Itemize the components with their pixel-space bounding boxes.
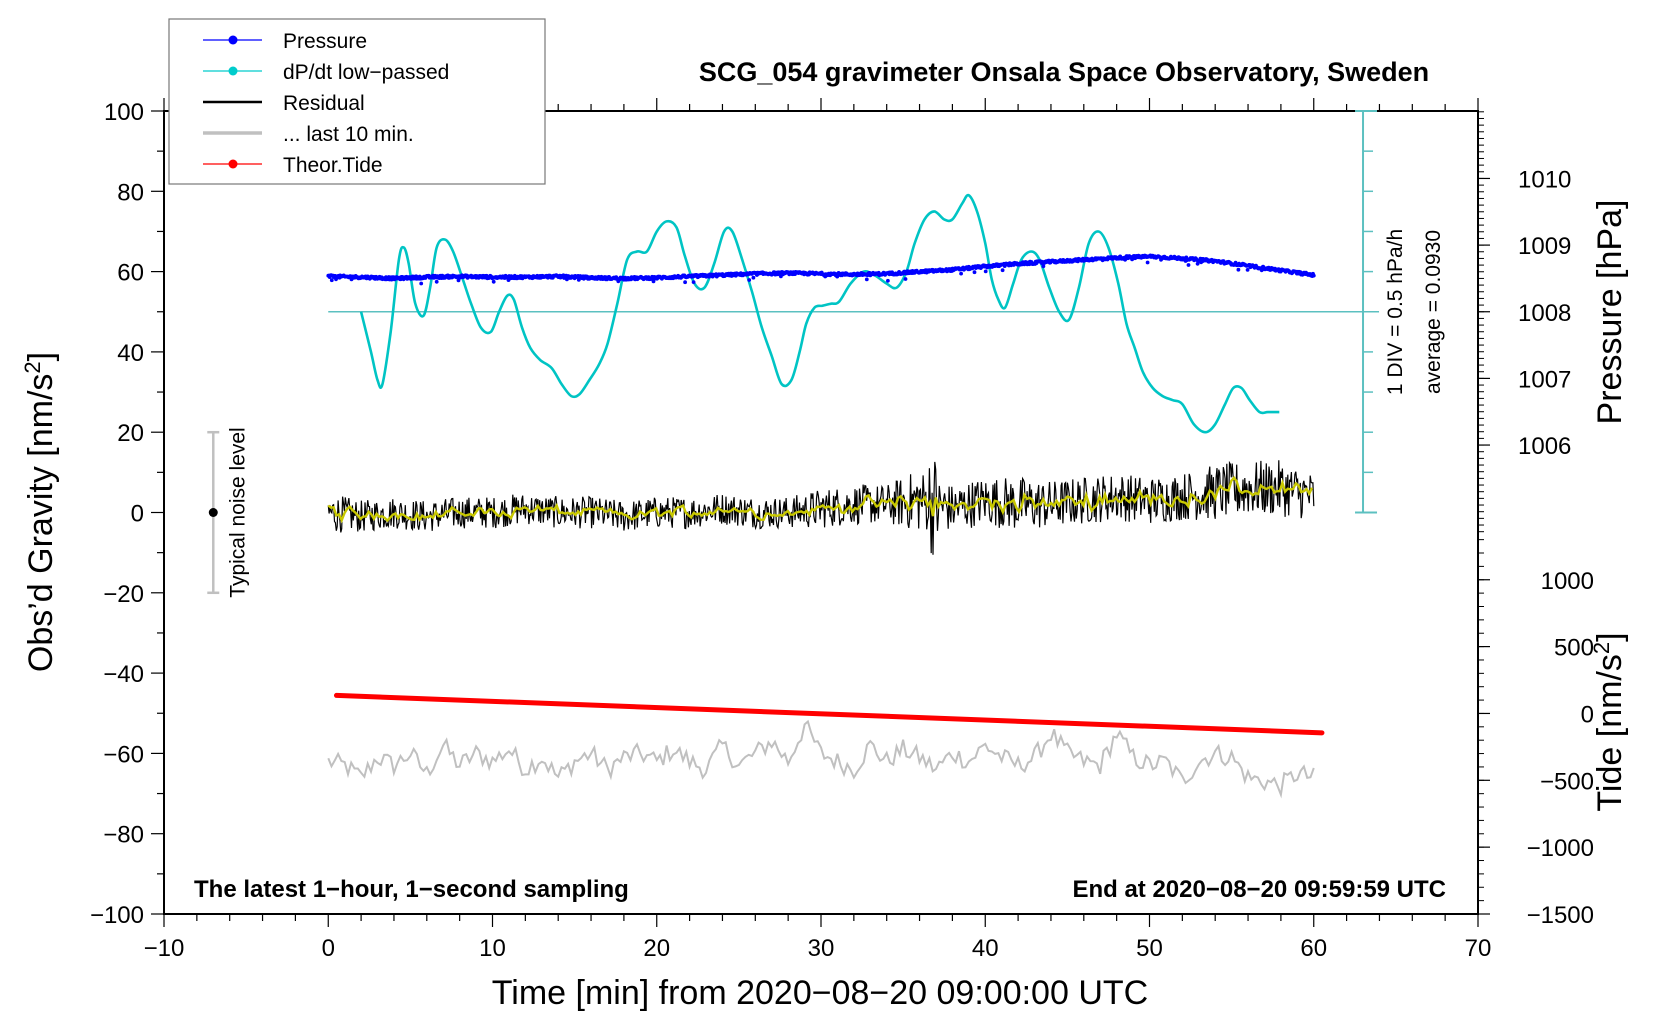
tide-axis-title-end: ]: [1591, 632, 1629, 641]
pressure-points: [326, 253, 1316, 286]
y-tick-label: −20: [103, 581, 144, 608]
y-tick-label: 100: [104, 99, 144, 126]
y-axis-title-sup: 2: [20, 361, 45, 373]
pressure-point: [1145, 260, 1150, 265]
y-axis-title-base: Obs’d Gravity [nm/s: [22, 374, 60, 673]
noise-bar-center-dot: [208, 508, 218, 517]
x-tick-label: 50: [1136, 935, 1163, 962]
pressure-tick-label: 1006: [1518, 433, 1571, 460]
y-tick-label: 20: [117, 420, 144, 447]
y-axis-ticks: 100 80 60 40 20 0 −20 −40 −60 −80 −100: [90, 99, 164, 929]
pressure-point: [419, 281, 424, 286]
pressure-point: [1000, 268, 1005, 273]
tide-tick-label: −1500: [1527, 902, 1594, 929]
legend-swatch-dot: [228, 66, 238, 76]
x-tick-label: 40: [972, 935, 999, 962]
y-tick-label: 0: [131, 501, 144, 528]
pressure-point: [683, 280, 687, 285]
tide-axis-title-sup: 2: [1589, 642, 1614, 654]
dpdt-scale: [328, 110, 1380, 514]
pressure-point: [329, 278, 334, 283]
x-tick-label: 10: [479, 935, 506, 962]
y-axis-title: Obs’d Gravity [nm/s2]: [20, 352, 61, 672]
pressure-point: [1195, 261, 1200, 266]
y-tick-label: −60: [103, 741, 144, 768]
sampling-note: The latest 1−hour, 1−second sampling: [194, 876, 629, 903]
tide-tick-label: 1000: [1541, 568, 1594, 595]
x-axis-ticks: −10 0 10 20 30 40 50 60 70: [144, 98, 1492, 962]
pressure-point: [747, 278, 752, 282]
y-tick-label: −100: [90, 902, 144, 929]
y-tick-label: 80: [117, 179, 144, 206]
legend: Pressure dP/dt low−passed Residual ... last…: [168, 18, 546, 185]
tide-tick-label: 0: [1581, 701, 1594, 728]
residual-smoothed-line: [327, 475, 1314, 524]
end-time-note: End at 2020−08−20 09:59:59 UTC: [1072, 876, 1446, 903]
pressure-point: [983, 269, 988, 274]
x-tick-label: 70: [1465, 935, 1492, 962]
pressure-axis-title: Pressure [hPa]: [1591, 200, 1629, 425]
legend-swatch-dot: [228, 35, 238, 45]
series-layer: [326, 193, 1325, 799]
x-tick-label: 60: [1300, 935, 1327, 962]
pressure-point: [864, 277, 869, 282]
pressure-point: [1186, 263, 1191, 267]
pressure-point: [1245, 268, 1250, 272]
tide-tick-label: 500: [1554, 635, 1594, 662]
tide-axis-title: Tide [nm/s2]: [1589, 632, 1630, 811]
pressure-point: [972, 270, 977, 275]
x-tick-label: 0: [322, 935, 335, 962]
last-10-min-line: [327, 719, 1315, 799]
legend-label: ... last 10 min.: [283, 123, 414, 146]
right-axis-ticks: 1010 1009 1008 1007 1006 1000 500 0 −500 −1000 −15…: [1478, 111, 1594, 929]
chart-title: SCG_054 gravimeter Onsala Space Observat…: [699, 57, 1429, 87]
pressure-point: [491, 279, 496, 284]
dpdt-line: [359, 193, 1280, 434]
tide-tick-label: −1000: [1527, 835, 1594, 862]
y-tick-label: −40: [103, 661, 144, 688]
legend-swatch-dot: [228, 159, 238, 169]
y-tick-label: −80: [103, 822, 144, 849]
legend-label: Theor.Tide: [283, 154, 383, 177]
dpdt-average-label: average = 0.0930: [1422, 230, 1445, 394]
x-tick-label: 30: [808, 935, 835, 962]
y-tick-label: 40: [117, 340, 144, 367]
noise-bar-label: Typical noise level: [226, 427, 249, 597]
pressure-point: [959, 271, 963, 276]
noise-bar: Typical noise level: [207, 427, 249, 598]
x-tick-label: −10: [144, 935, 185, 962]
x-axis-title: Time [min] from 2020−08−20 09:00:00 UTC: [492, 974, 1148, 1012]
legend-label: Residual: [283, 92, 365, 115]
pressure-point: [886, 278, 890, 283]
legend-label: dP/dt low−passed: [283, 61, 449, 84]
x-tick-label: 20: [643, 935, 670, 962]
residual-line: [327, 460, 1315, 555]
pressure-tick-label: 1007: [1518, 366, 1571, 393]
y-tick-label: 60: [117, 260, 144, 287]
tide-axis-title-base: Tide [nm/s: [1591, 654, 1629, 811]
pressure-point: [1236, 267, 1241, 272]
dpdt-div-label: 1 DIV = 0.5 hPa/h: [1384, 229, 1407, 395]
pressure-tick-label: 1010: [1518, 166, 1571, 193]
pressure-point: [691, 280, 696, 284]
tide-tick-label: −500: [1540, 768, 1594, 795]
pressure-point: [903, 277, 908, 281]
y-axis-title-end: ]: [22, 352, 60, 361]
pressure-tick-label: 1008: [1518, 300, 1571, 327]
pressure-point: [651, 279, 656, 284]
pressure-point: [1041, 264, 1046, 269]
pressure-point: [751, 275, 756, 280]
legend-label: Pressure: [283, 30, 367, 53]
theoretical-tide-line: [333, 692, 1325, 736]
pressure-tick-label: 1009: [1518, 233, 1571, 260]
pressure-point: [1311, 273, 1316, 278]
pressure-point: [434, 279, 439, 284]
